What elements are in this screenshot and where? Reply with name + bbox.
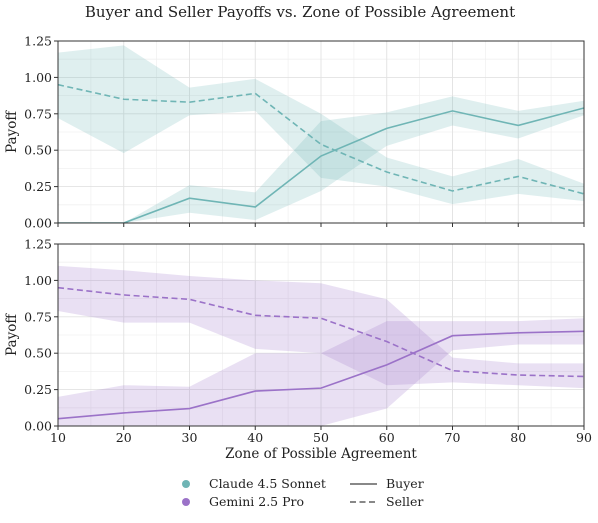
x-axis-label: Zone of Possible Agreement [225, 446, 417, 462]
legend-label: Seller [386, 494, 423, 509]
band-buyer [58, 318, 584, 426]
legend-marker [182, 480, 190, 488]
y-tick-label: 0.00 [24, 419, 52, 434]
panel-1: 0.00 0.25 0.50 0.75 1.00 1.25 Payoff [4, 34, 585, 231]
legend-label: Buyer [386, 476, 424, 491]
y-axis-label: Payoff [4, 110, 20, 153]
plot-area [58, 265, 584, 426]
series-line-buyer [58, 107, 584, 223]
x-tick-label: 90 [576, 430, 592, 445]
legend-item-role-seller: Seller [350, 494, 423, 509]
legend-item-model-1: Claude 4.5 Sonnet [182, 476, 326, 491]
y-tick-label: 0.50 [24, 346, 52, 361]
y-tick-label: 1.25 [24, 237, 52, 252]
x-tick-label: 20 [116, 430, 132, 445]
band-seller [58, 45, 584, 205]
y-axis-label: Payoff [4, 313, 20, 356]
x-tick-label: 60 [379, 430, 395, 445]
legend-item-role-buyer: Buyer [350, 476, 424, 491]
x-tick-label: 30 [182, 430, 198, 445]
legend-marker [182, 498, 190, 506]
y-tick-label: 0.25 [24, 382, 52, 397]
x-tick-label: 80 [510, 430, 526, 445]
band-seller [58, 265, 584, 389]
series-line-seller [58, 286, 584, 378]
x-tick-label: 40 [247, 430, 263, 445]
y-tick-label: 1.25 [24, 34, 52, 49]
legend: Claude 4.5 Sonnet Gemini 2.5 Pro Buyer Sell… [182, 476, 424, 509]
y-tick-label: 0.75 [24, 106, 52, 121]
x-tick-label: 50 [313, 430, 329, 445]
legend-item-model-2: Gemini 2.5 Pro [182, 494, 304, 509]
x-tick-label: 10 [50, 430, 66, 445]
legend-label: Claude 4.5 Sonnet [209, 476, 326, 491]
legend-label: Gemini 2.5 Pro [209, 494, 304, 509]
series-line-buyer [58, 330, 584, 420]
x-tick-label: 70 [445, 430, 461, 445]
band-buyer [58, 96, 584, 223]
chart-panels: 0.000.250.500.751.001.25Payoff0.000.250.… [4, 34, 592, 463]
y-tick-label: 0.00 [24, 216, 52, 231]
y-tick-label: 0.25 [24, 179, 52, 194]
y-tick-label: 1.00 [24, 273, 52, 288]
y-tick-label: 0.50 [24, 143, 52, 158]
y-tick-label: 0.75 [24, 309, 52, 324]
y-tick-label: 1.00 [24, 70, 52, 85]
series-line-seller [58, 83, 584, 195]
panel-2: 0.00 0.25 0.50 0.75 1.00 1.25 10 20 30 40 50 60 70 80… [4, 237, 592, 463]
figure-title: Buyer and Seller Payoffs vs. Zone of Pos… [85, 3, 515, 21]
plot-area [58, 45, 584, 223]
